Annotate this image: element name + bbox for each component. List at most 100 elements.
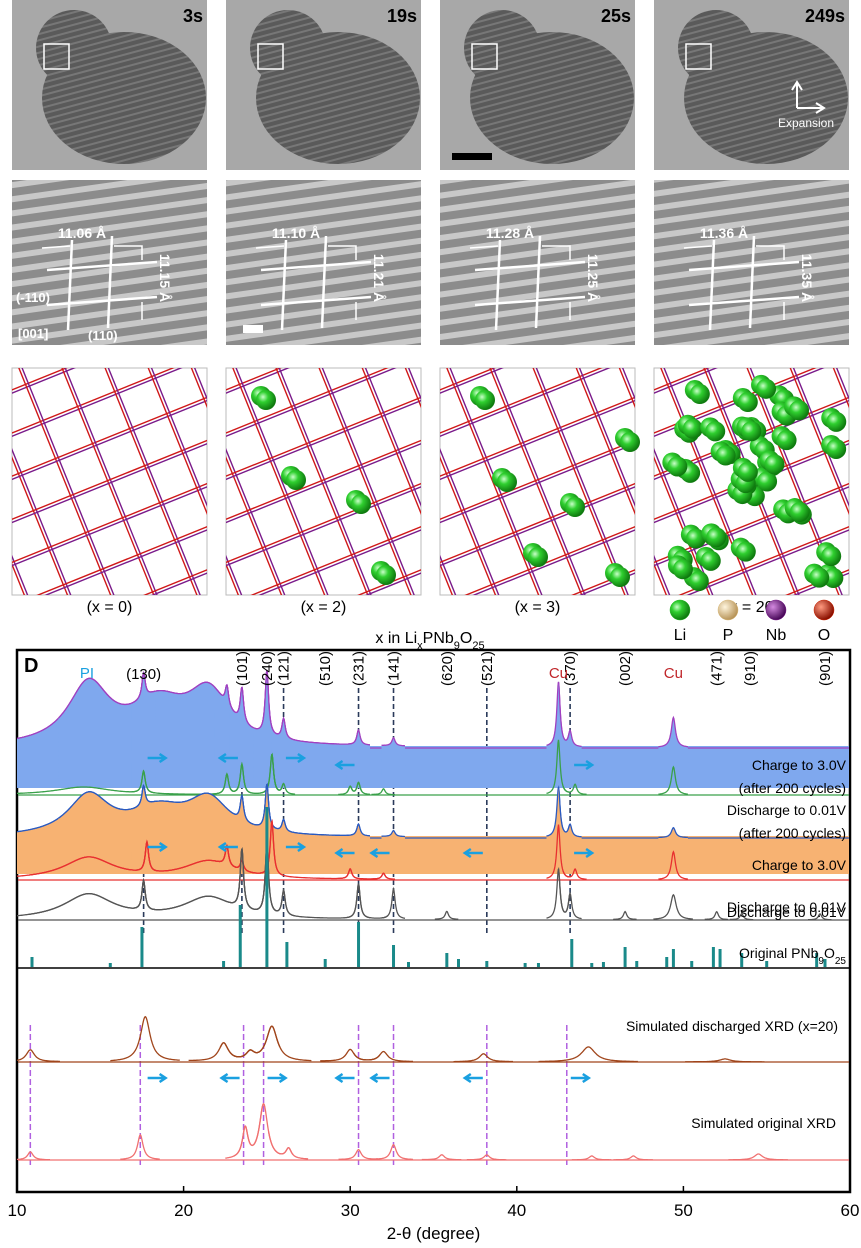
x-tick-label: 60 [841, 1201, 860, 1220]
reflection-label: (910) [742, 651, 759, 686]
li-atom [620, 432, 640, 452]
li-atom [528, 547, 548, 567]
shift-arrow [337, 1074, 355, 1082]
series-label-part: O [824, 945, 835, 961]
plane-label: (110) [88, 328, 118, 343]
reflection-label: (901) [817, 651, 834, 686]
time-label: 19s [387, 6, 417, 26]
plane-label: (-110) [16, 290, 50, 305]
series-label: (after 200 cycles) [739, 825, 846, 841]
x-tick-label: 30 [341, 1201, 360, 1220]
li-atom [286, 470, 306, 490]
expansion-label: Expansion [778, 116, 834, 130]
reflection-label: (620) [439, 651, 456, 686]
series-label: Original PNb9O25 [739, 945, 846, 967]
series-label: Simulated discharged XRD (x=20) [626, 1018, 838, 1034]
li-atom [673, 559, 693, 579]
reflection-label: (471) [709, 651, 726, 686]
li-atom [738, 462, 758, 482]
legend-label: Li [674, 627, 686, 644]
shift-arrow [465, 1074, 483, 1082]
spacing-label: 11.36 Å [700, 225, 748, 241]
peak [728, 1154, 788, 1160]
trace-fill [658, 718, 688, 789]
li-atom [256, 390, 276, 410]
li-atom [376, 565, 396, 585]
li-atom [497, 472, 517, 492]
legend-swatch [718, 600, 738, 620]
li-atom [475, 390, 495, 410]
trace-fill [230, 687, 254, 788]
scale-bar [452, 153, 492, 160]
reflection-label: (231) [351, 651, 368, 686]
panel-letter: D [24, 655, 38, 677]
reflection-label: (240) [259, 651, 276, 686]
li-atom [765, 454, 785, 474]
li-atom [683, 419, 703, 439]
legend-swatch [814, 600, 834, 620]
spacing-label: 11.28 Å [486, 225, 534, 241]
shift-arrow [571, 1074, 589, 1082]
spacing-label: 11.21 Å [371, 254, 387, 302]
li-atom [705, 421, 725, 441]
li-atom [706, 527, 726, 547]
peak [613, 912, 637, 920]
zone-label: [001] [18, 326, 48, 341]
particle-lobe [36, 10, 112, 86]
reflection-label: (141) [386, 651, 403, 686]
peak [372, 789, 396, 795]
peak [653, 895, 693, 919]
li-atom [351, 494, 371, 514]
li-atom [821, 546, 841, 566]
trace-fill [347, 824, 371, 874]
annotation: Cu [664, 665, 683, 682]
li-atom [756, 379, 776, 399]
series-label: Discharge to 0.01V [727, 904, 847, 920]
li-atom [565, 497, 585, 517]
axis-label-part: x in Li [375, 630, 417, 647]
axis-label: x in LixPNb9O25 [375, 630, 484, 652]
spacing-label: 11.15 Å [157, 254, 173, 302]
legend-swatch [766, 600, 786, 620]
li-atom [610, 567, 630, 587]
x-tick-label: 10 [8, 1201, 27, 1220]
series-label-part: Original PNb [739, 945, 819, 961]
li-atom [809, 568, 829, 588]
x-tick-label: 40 [507, 1201, 526, 1220]
li-atom [790, 502, 810, 522]
peak [220, 1026, 279, 1057]
particle-lobe [678, 10, 754, 86]
series-label: Simulated original XRD [691, 1115, 836, 1131]
axis-label-part: PNb [423, 630, 454, 647]
li-atom [667, 456, 687, 476]
shift-arrow [148, 1074, 166, 1082]
time-label: 25s [601, 6, 631, 26]
peak [613, 1156, 653, 1160]
particle-lobe [464, 10, 540, 86]
reflection-label: (002) [617, 651, 634, 686]
time-label: 249s [805, 6, 845, 26]
spacing-label: 11.06 Å [58, 225, 106, 241]
reflection-label: (121) [276, 651, 293, 686]
composition-caption: (x = 3) [515, 599, 561, 616]
reflection-label: (130) [126, 666, 161, 683]
legend-label: P [723, 627, 734, 644]
trace-fill [347, 730, 371, 788]
peak [17, 1050, 60, 1062]
li-atom [738, 392, 758, 412]
li-atom [826, 439, 846, 459]
composition-caption: (x = 2) [301, 599, 347, 616]
x-axis-title: 2-θ (degree) [387, 1224, 481, 1243]
peak [372, 873, 396, 879]
figure: A3s19s25s249sExpansionB11.06 Å11.15 Å11.… [0, 0, 861, 1243]
series-label: (after 200 cycles) [739, 780, 846, 796]
li-atom [689, 571, 709, 591]
shift-arrow [372, 1074, 390, 1082]
peak [354, 1052, 414, 1062]
composition-caption: (x = 0) [87, 599, 133, 616]
peak [422, 1155, 462, 1160]
trace-fill [272, 718, 296, 788]
annotation: Cu [549, 665, 568, 682]
peak [110, 1017, 180, 1061]
particle-lobe [250, 10, 326, 86]
